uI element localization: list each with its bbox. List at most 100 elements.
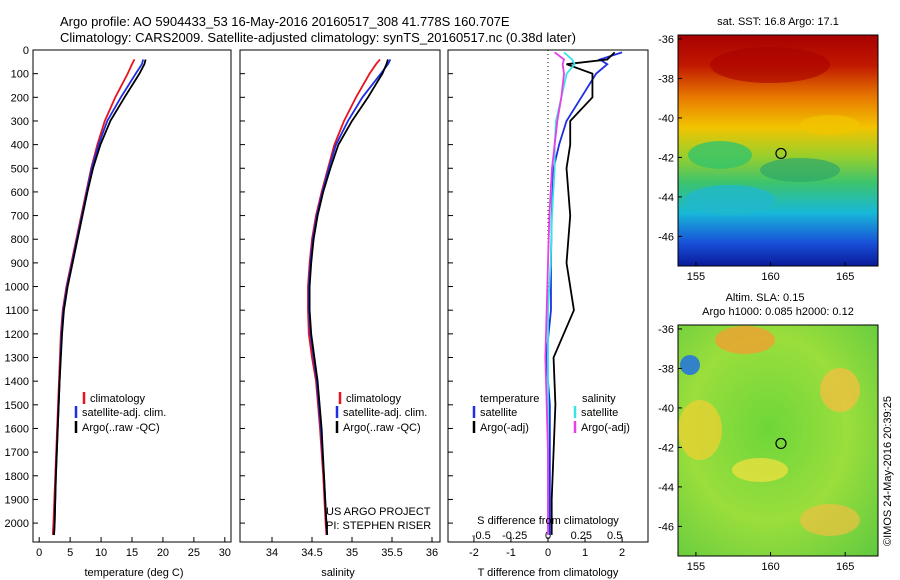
credit-line2: PI: STEPHEN RISER: [326, 520, 431, 532]
map-y-tick-label: -44: [658, 482, 674, 494]
imos-stamp: ©IMOS 24-May-2016 20:39:25: [882, 396, 894, 546]
series-line-argo-raw-qc-: [308, 59, 389, 535]
y-tick-label: 1600: [5, 423, 29, 435]
x-tick-label: 35.5: [381, 547, 402, 559]
series-line-salinity-argo-adj-: [544, 51, 566, 535]
series-line-argo-raw-qc-: [53, 59, 147, 535]
difference-xlabel: T difference from climatology: [478, 567, 619, 579]
x-tick-label: 34: [266, 547, 278, 559]
map-x-tick-label: 160: [761, 271, 779, 283]
difference-series: [544, 51, 623, 535]
x-tick-label: 36: [426, 547, 438, 559]
sst-map-axes: 155 160 165 -36 -38 -40 -42 -44 -46: [658, 34, 854, 283]
y-tick-label: 600: [11, 187, 29, 199]
y-tick-label: 1000: [5, 282, 29, 294]
y-tick-label: 1100: [5, 305, 29, 317]
map-x-tick-label: 155: [687, 561, 705, 573]
sla-map-subtitle: Argo h1000: 0.085 h2000: 0.12: [702, 306, 854, 318]
map-y-tick-label: -38: [658, 73, 674, 85]
map-y-tick-label: -46: [658, 231, 674, 243]
map-x-tick-label: 160: [761, 561, 779, 573]
map-y-tick-label: -42: [658, 442, 674, 454]
x-tick-label: 35: [346, 547, 358, 559]
difference-legend: temperature satellite Argo(-adj) salinit…: [472, 393, 630, 434]
y-tick-label: 1700: [5, 447, 29, 459]
x-tick-label: 0: [36, 547, 42, 559]
x-secondary-tick-label: 0.5: [607, 530, 622, 542]
y-tick-label: 100: [11, 69, 29, 81]
y-tick-label: 500: [11, 163, 29, 175]
legend-label-argo: Argo(..raw -QC): [343, 422, 421, 434]
y-tick-label: 400: [11, 140, 29, 152]
temperature-axes: 0 5 10 15 20 25 300100200300400500600700800900…: [5, 45, 231, 559]
y-tick-label: 200: [11, 92, 29, 104]
salinity-axes: 34 34.5 35 35.5 36: [240, 49, 438, 559]
map-x-tick-label: 165: [836, 561, 854, 573]
y-tick-label: 1400: [5, 376, 29, 388]
legend-label-satellite: satellite-adj. clim.: [343, 407, 427, 419]
map-y-tick-label: -46: [658, 521, 674, 533]
legend-label-climatology: climatology: [90, 393, 146, 405]
map-x-tick-label: 165: [836, 271, 854, 283]
y-tick-label: 0: [23, 45, 29, 57]
legend-label-s-argo: Argo(-adj): [581, 422, 630, 434]
legend-label-t-satellite: satellite: [480, 407, 517, 419]
y-tick-label: 2000: [5, 518, 29, 530]
map-y-tick-label: -38: [658, 363, 674, 375]
sla-map-frame: [677, 324, 879, 557]
legend-label-argo: Argo(..raw -QC): [82, 422, 160, 434]
figure-title-line2: Climatology: CARS2009. Satellite-adjuste…: [60, 30, 576, 45]
map-y-tick-label: -40: [658, 403, 674, 415]
map-y-tick-label: -42: [658, 152, 674, 164]
salinity-legend: climatology satellite-adj. clim. Argo(..…: [326, 392, 431, 532]
salinity-panel-frame: [239, 49, 441, 543]
legend-heading-salinity: salinity: [582, 393, 616, 405]
legend-label-climatology: climatology: [346, 393, 402, 405]
sla-argo-marker: [775, 437, 787, 450]
sla-map-texture: [678, 326, 860, 536]
credit-line1: US ARGO PROJECT: [326, 506, 431, 518]
x-tick-label: 15: [126, 547, 138, 559]
series-line-satellite-adj-clim-: [307, 59, 392, 535]
x-tick-label: 10: [95, 547, 107, 559]
difference-axes: -2 -1 0 1 2 -0.5 -0.25 0 0.25 0.5: [448, 49, 625, 559]
x-tick-label: 20: [157, 547, 169, 559]
map-y-tick-label: -36: [658, 324, 674, 336]
sst-map-frame: [677, 34, 879, 267]
x-tick-label: -1: [506, 547, 516, 559]
map-y-tick-label: -44: [658, 192, 674, 204]
map-y-tick-label: -40: [658, 113, 674, 125]
x-secondary-tick-label: -0.25: [502, 530, 527, 542]
temperature-xlabel: temperature (deg C): [84, 567, 183, 579]
x-tick-label: 2: [619, 547, 625, 559]
y-tick-label: 1500: [5, 400, 29, 412]
map-x-tick-label: 155: [687, 271, 705, 283]
y-tick-label: 1300: [5, 353, 29, 365]
temperature-legend: climatology satellite-adj. clim. Argo(..…: [74, 392, 166, 434]
sla-map-title: Altim. SLA: 0.15: [726, 292, 805, 304]
sst-map-texture: [685, 47, 860, 215]
y-tick-label: 1900: [5, 494, 29, 506]
y-tick-label: 900: [11, 258, 29, 270]
y-tick-label: 300: [11, 116, 29, 128]
figure-title-line1: Argo profile: AO 5904433_53 16-May-2016 …: [60, 14, 510, 29]
difference-xlabel-top: S difference from climatology: [477, 515, 619, 527]
legend-heading-temperature: temperature: [480, 393, 539, 405]
salinity-xlabel: salinity: [321, 567, 355, 579]
series-line-temperature-argo-adj-: [550, 51, 616, 535]
x-tick-label: 34.5: [301, 547, 322, 559]
y-tick-label: 1800: [5, 471, 29, 483]
sst-argo-marker: [775, 147, 787, 160]
x-tick-label: -2: [469, 547, 479, 559]
temperature-series: [51, 59, 147, 535]
salinity-series: [307, 58, 392, 535]
y-tick-label: 700: [11, 211, 29, 223]
legend-label-s-satellite: satellite: [581, 407, 618, 419]
x-secondary-tick-label: 0.25: [571, 530, 592, 542]
sla-map-axes: 155 160 165 -36 -38 -40 -42 -44 -46: [658, 324, 854, 573]
y-tick-label: 800: [11, 234, 29, 246]
x-tick-label: 1: [582, 547, 588, 559]
x-tick-label: 5: [67, 547, 73, 559]
y-tick-label: 1200: [5, 329, 29, 341]
